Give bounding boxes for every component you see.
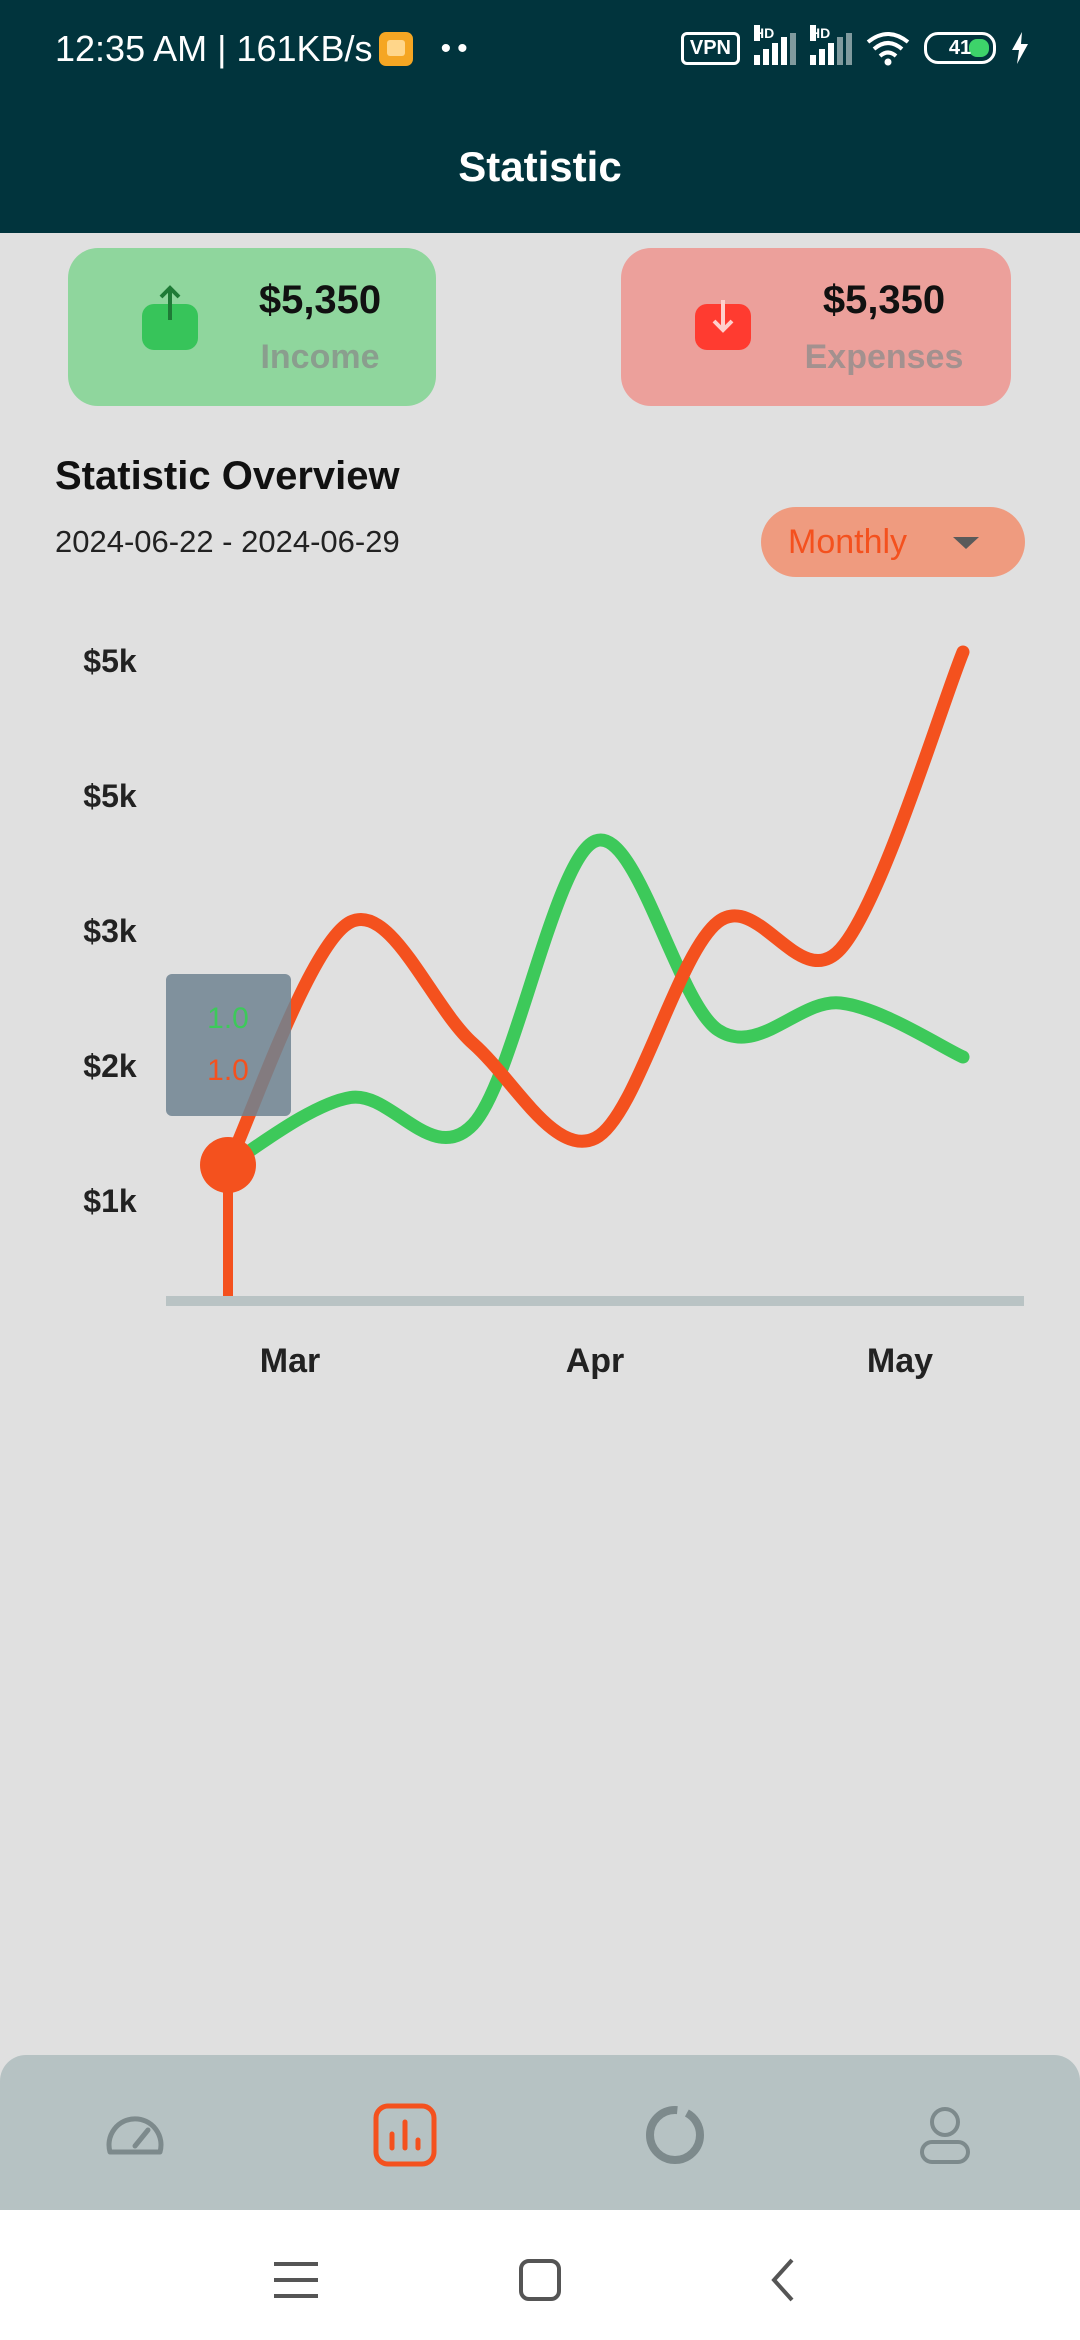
donut-chart-icon: [646, 2106, 704, 2164]
status-time: 12:35 AM | 161KB/s: [55, 28, 373, 69]
bar-chart-icon: [373, 2103, 437, 2167]
statistic-chart[interactable]: $5k $5k $3k $2k $1k Mar Apr May 1.0 1.0: [0, 590, 1080, 1410]
x-axis-line: [166, 1296, 1024, 1306]
period-value: Monthly: [788, 522, 908, 561]
nav-budget[interactable]: [640, 2100, 710, 2170]
battery-level: 41: [948, 36, 972, 59]
series-line-income: [221, 833, 970, 1172]
vpn-icon: VPN: [680, 31, 740, 65]
menu-button[interactable]: [266, 2250, 326, 2310]
status-left: 12:35 AM | 161KB/s ••: [55, 28, 474, 70]
tooltip-expense-value: 1.0: [207, 1054, 249, 1087]
tooltip-income-value: 1.0: [207, 1002, 249, 1035]
signal-icon: HD: [754, 25, 796, 65]
hd-label-2: HD: [810, 25, 831, 41]
app-header: Statistic: [0, 100, 1080, 233]
back-button[interactable]: [754, 2250, 814, 2310]
back-icon: [771, 2258, 794, 2302]
selection-point[interactable]: [200, 1137, 256, 1193]
menu-icon: [274, 2262, 318, 2298]
y-tick-label: $3k: [83, 913, 137, 949]
chevron-down-icon: [953, 537, 979, 549]
home-button[interactable]: [510, 2250, 570, 2310]
income-label: Income: [260, 338, 380, 376]
page-title: Statistic: [458, 142, 622, 190]
overview-title: Statistic Overview: [55, 454, 400, 498]
more-notifications-dots: ••: [440, 32, 474, 65]
income-card[interactable]: $5,350 Income: [68, 248, 436, 406]
notification-icon: [378, 32, 413, 66]
x-tick-label: Apr: [566, 1342, 625, 1380]
nav-profile[interactable]: [910, 2100, 980, 2170]
y-tick-label: $2k: [83, 1048, 137, 1084]
battery-icon: 41: [924, 32, 996, 64]
y-tick-label: $1k: [83, 1183, 137, 1219]
speedometer-icon: [106, 2116, 164, 2155]
wifi-icon: [866, 32, 910, 66]
profile-icon: [920, 2107, 970, 2164]
x-tick-label: May: [867, 1342, 933, 1380]
status-right: VPN HD HD 41: [680, 25, 1030, 66]
date-range: 2024-06-22 - 2024-06-29: [55, 524, 400, 559]
y-tick-label: $5k: [83, 778, 137, 814]
chart-tooltip: 1.0 1.0: [166, 974, 291, 1116]
charging-icon: [1012, 32, 1028, 64]
system-nav: [0, 2210, 1080, 2340]
expenses-card[interactable]: $5,350 Expenses: [621, 248, 1011, 406]
series-line-expenses: [221, 645, 970, 1172]
download-icon: [695, 300, 751, 350]
nav-dashboard[interactable]: [100, 2100, 170, 2170]
expenses-label: Expenses: [804, 338, 964, 376]
signal-icon-2: HD: [810, 25, 852, 65]
nav-statistic[interactable]: [370, 2100, 440, 2170]
hd-label: HD: [754, 25, 775, 41]
period-dropdown[interactable]: Monthly: [761, 507, 1025, 577]
income-amount: $5,350: [258, 278, 382, 322]
tooltip-box: [166, 974, 291, 1116]
upload-icon: [142, 285, 198, 350]
bottom-nav: [0, 2055, 1080, 2210]
x-tick-label: Mar: [260, 1342, 320, 1380]
expenses-amount: $5,350: [822, 278, 946, 322]
y-tick-label: $5k: [83, 643, 137, 679]
home-icon: [519, 2259, 561, 2301]
status-bar: 12:35 AM | 161KB/s •• VPN HD HD 41: [0, 0, 1080, 100]
